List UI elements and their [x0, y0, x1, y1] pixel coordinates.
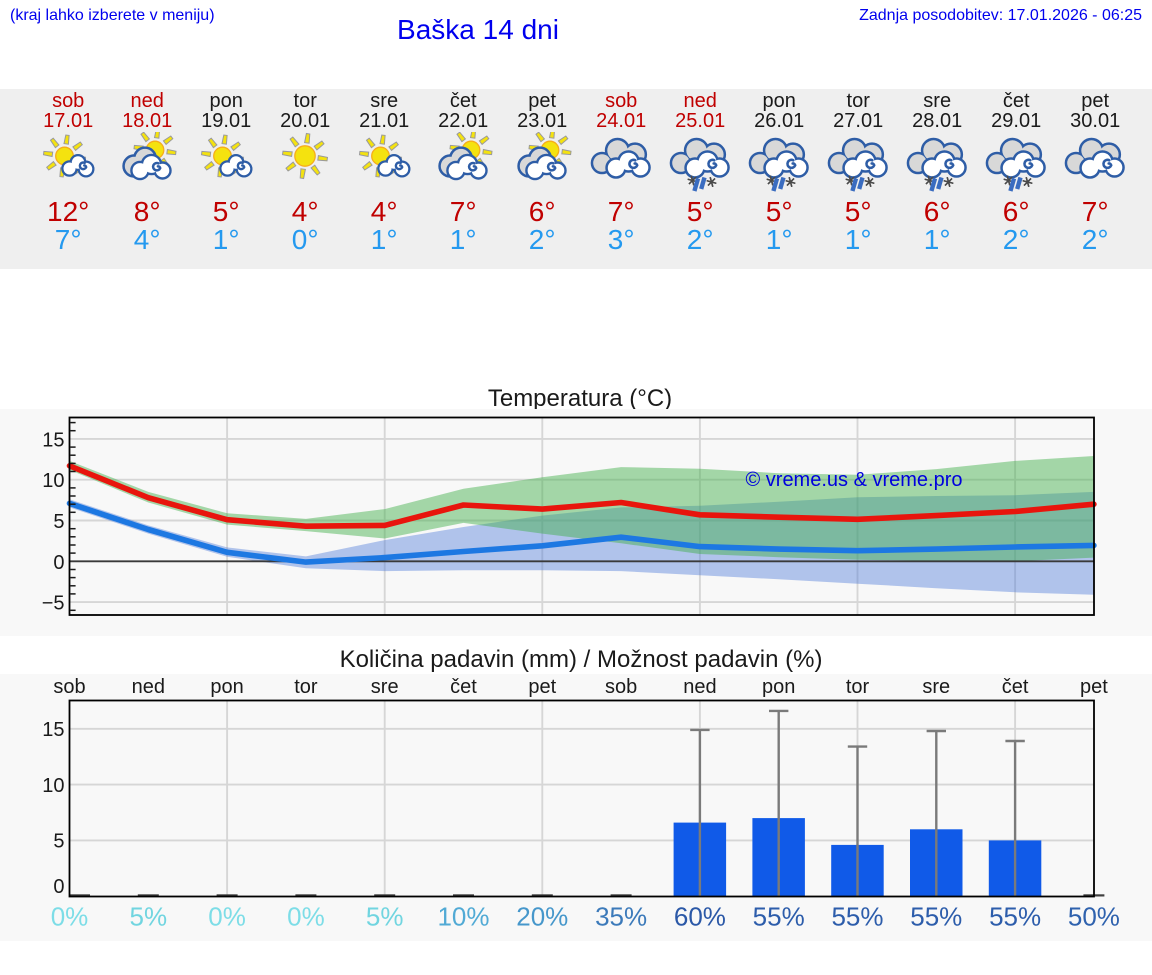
svg-text:60%: 60% — [674, 902, 726, 932]
svg-text:20%: 20% — [516, 902, 568, 932]
svg-text:ned: ned — [132, 676, 165, 698]
svg-text:sob: sob — [53, 676, 85, 698]
svg-text:50%: 50% — [1068, 902, 1120, 932]
svg-text:5: 5 — [53, 831, 64, 853]
svg-text:pon: pon — [762, 676, 795, 698]
svg-text:55%: 55% — [831, 902, 883, 932]
svg-text:0%: 0% — [208, 902, 246, 932]
svg-text:pon: pon — [210, 676, 243, 698]
svg-text:10: 10 — [42, 470, 64, 492]
svg-text:15: 15 — [42, 719, 64, 741]
svg-text:0: 0 — [53, 552, 64, 574]
svg-text:15: 15 — [42, 429, 64, 451]
svg-text:−5: −5 — [42, 593, 65, 615]
svg-text:čet: čet — [1002, 676, 1029, 698]
svg-text:10: 10 — [42, 775, 64, 797]
svg-text:0%: 0% — [51, 902, 89, 932]
svg-text:55%: 55% — [989, 902, 1041, 932]
svg-text:© vreme.us & vreme.pro: © vreme.us & vreme.pro — [745, 469, 962, 491]
svg-text:sob: sob — [605, 676, 637, 698]
svg-text:0%: 0% — [287, 902, 325, 932]
svg-text:5%: 5% — [366, 902, 404, 932]
svg-text:pet: pet — [1080, 676, 1108, 698]
svg-text:sre: sre — [371, 676, 399, 698]
svg-text:55%: 55% — [753, 902, 805, 932]
svg-text:ned: ned — [683, 676, 716, 698]
svg-text:0: 0 — [53, 876, 64, 898]
svg-text:5%: 5% — [130, 902, 168, 932]
svg-text:tor: tor — [846, 676, 870, 698]
svg-text:sre: sre — [922, 676, 950, 698]
svg-text:35%: 35% — [595, 902, 647, 932]
svg-text:čet: čet — [450, 676, 477, 698]
svg-text:55%: 55% — [910, 902, 962, 932]
svg-text:5: 5 — [53, 511, 64, 533]
svg-text:tor: tor — [294, 676, 318, 698]
svg-text:pet: pet — [528, 676, 556, 698]
svg-text:10%: 10% — [437, 902, 489, 932]
